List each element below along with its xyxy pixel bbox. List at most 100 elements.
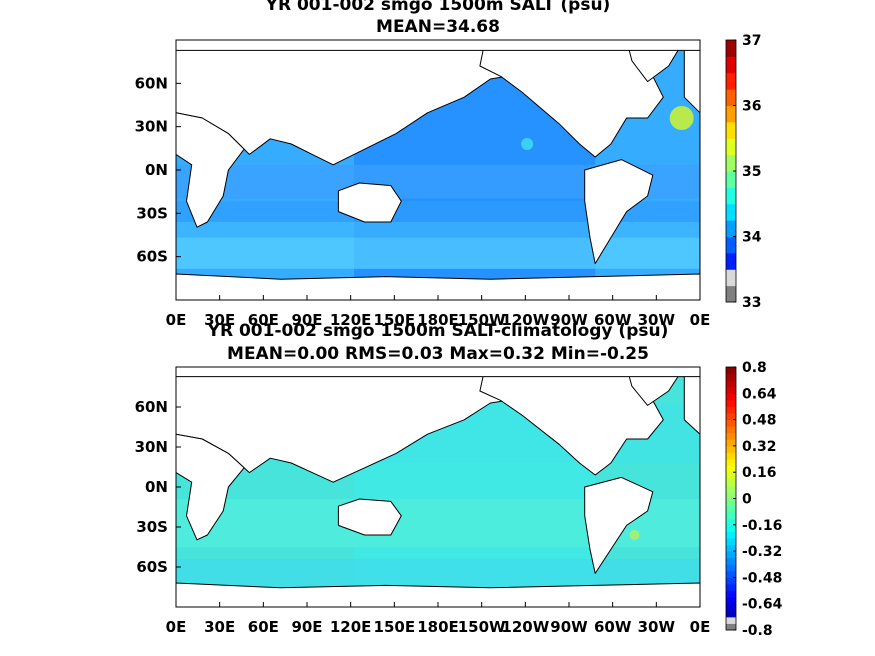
colorbar-tick-label: 34	[742, 230, 762, 246]
land-africa	[176, 112, 245, 228]
colorbar-segment	[726, 386, 736, 394]
x-tick-label: 90E	[291, 618, 322, 636]
y-tick-label: 30N	[135, 438, 168, 456]
colorbar-segment	[726, 564, 736, 572]
colorbar-tick-label: -0.64	[742, 597, 783, 613]
x-tick-label: 150W	[458, 618, 506, 636]
field-anomaly	[669, 106, 694, 130]
x-tick-label: 0E	[166, 311, 187, 329]
colorbar-segment	[726, 498, 736, 506]
colorbar-segment	[726, 56, 736, 74]
x-tick-label: 150E	[374, 618, 416, 636]
y-tick-label: 30N	[135, 118, 168, 136]
colorbar: -0.8 -0.64 -0.48 -0.32 -0.16 0 0.16 0.32 0.48 0.6…	[725, 360, 783, 639]
ocean-field	[176, 367, 700, 607]
colorbar-segment	[726, 72, 736, 90]
land-australia	[337, 498, 402, 536]
colorbar-tick-label: 0.8	[742, 360, 767, 376]
x-tick-label: 0E	[690, 618, 711, 636]
chart-subtitle: MEAN=34.68	[376, 17, 500, 37]
x-tick-label: 60E	[248, 618, 279, 636]
colorbar-segment	[726, 220, 736, 237]
colorbar-segment	[726, 105, 736, 123]
colorbar-segment	[726, 485, 736, 493]
colorbar-segment	[726, 236, 736, 254]
x-tick-label: 90E	[291, 311, 322, 329]
colorbar-segment	[726, 380, 736, 388]
colorbar-segment	[726, 187, 736, 205]
colorbar-segment	[726, 511, 736, 519]
colorbar-segment	[726, 285, 736, 303]
colorbar-segment	[726, 138, 736, 156]
colorbar-segment	[726, 89, 736, 106]
y-tick-label: 30S	[136, 518, 168, 536]
land-arctic	[176, 367, 700, 378]
x-tick-label: 150W	[458, 311, 506, 329]
x-tick-label: 60W	[594, 618, 632, 636]
colorbar-segment	[726, 505, 736, 513]
colorbar-segment	[726, 524, 736, 532]
colorbar-segment	[726, 544, 736, 552]
ocean-field	[176, 40, 700, 300]
colorbar-tick-label: -0.16	[742, 518, 782, 534]
land-antarctica	[176, 582, 700, 607]
colorbar-segment	[726, 452, 736, 460]
colorbar-segment	[726, 406, 736, 414]
colorbar-segment	[726, 570, 736, 578]
x-tick-label: 0E	[166, 618, 187, 636]
colorbar-segment	[726, 393, 736, 401]
field-band	[176, 237, 700, 269]
colorbar-segment	[726, 590, 736, 598]
x-tick-label: 90W	[550, 618, 588, 636]
field-anomaly	[629, 530, 640, 540]
x-tick-label: 60W	[594, 311, 632, 329]
x-tick-label: 120W	[501, 618, 549, 636]
y-tick-label: 30S	[136, 204, 168, 222]
colorbar-segment	[726, 373, 736, 381]
colorbar-segment	[726, 577, 736, 585]
x-tick-label: 60E	[248, 311, 279, 329]
y-tick-label: 60N	[135, 398, 168, 416]
colorbar-segment	[726, 478, 736, 486]
colorbar-segment	[726, 537, 736, 546]
colorbar-segment	[726, 121, 736, 139]
colorbar-tick-label: 33	[742, 295, 761, 311]
colorbar-segment	[726, 616, 736, 624]
colorbar-tick-label: 0.48	[742, 413, 777, 429]
land-samerica	[584, 476, 654, 574]
y-tick-label: 0N	[145, 161, 168, 179]
colorbar-segment	[726, 491, 736, 499]
land-europeEdge	[683, 367, 700, 435]
chart-title: YR 001-002 smgo 1500m SALT-climatology (…	[207, 321, 669, 341]
colorbar-segment	[726, 40, 736, 57]
colorbar-segment	[726, 367, 736, 375]
colorbar-tick-label: 0.64	[742, 386, 777, 402]
colorbar-segment	[726, 445, 736, 453]
x-tick-label: 120E	[330, 618, 372, 636]
colorbar-segment	[726, 252, 736, 270]
x-tick-label: 30E	[204, 311, 235, 329]
colorbar-segment	[726, 557, 736, 565]
colorbar-segment	[726, 603, 736, 611]
x-tick-label: 150E	[374, 311, 416, 329]
colorbar-segment	[726, 203, 736, 221]
colorbar-tick-label: 0.32	[742, 439, 777, 455]
map-panel-2: YR 001-002 smgo 1500m SALT-climatology (…	[135, 321, 783, 639]
colorbar-segment	[726, 531, 736, 539]
colorbar-segment	[726, 551, 736, 559]
land-australia	[337, 182, 402, 223]
y-tick-label: 60S	[136, 558, 168, 576]
colorbar-segment	[726, 623, 736, 631]
map-panel-1: YR 001-002 smgo 1500m SALT (psu) MEAN=34.…	[135, 0, 762, 329]
colorbar-tick-label: 0	[742, 492, 752, 508]
colorbar-segment	[726, 472, 736, 480]
colorbar-tick-label: 0.16	[742, 465, 777, 481]
colorbar-segment	[726, 610, 736, 618]
colorbar-segment	[726, 269, 736, 287]
x-tick-label: 30W	[638, 311, 676, 329]
colorbar-tick-label: -0.8	[742, 623, 773, 639]
colorbar-tick-label: 36	[742, 99, 761, 115]
y-tick-label: 60S	[136, 248, 168, 266]
field-band	[176, 201, 700, 222]
field-anomaly	[521, 138, 534, 150]
